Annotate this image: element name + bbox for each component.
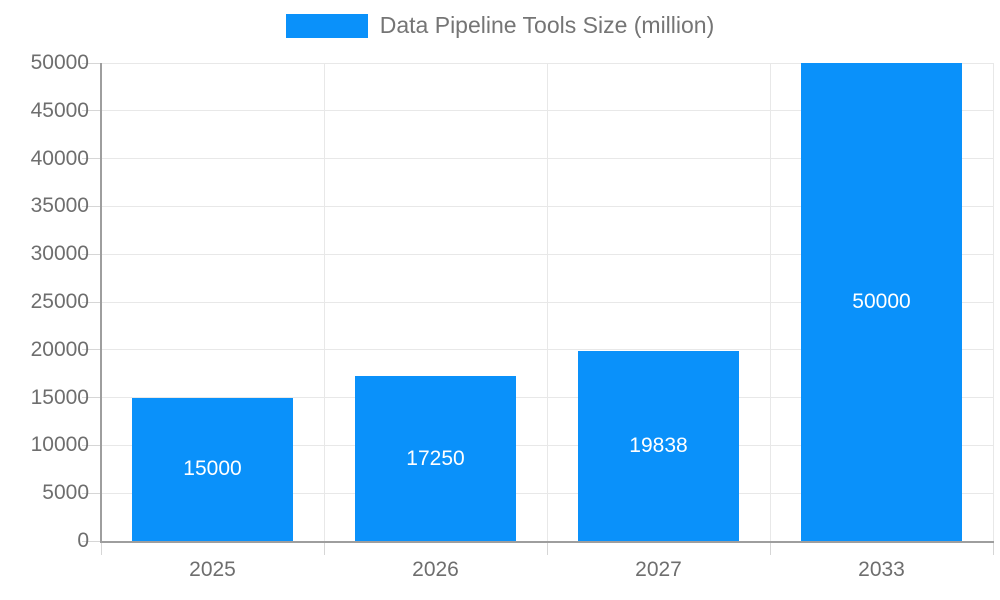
bar-value-label: 15000 bbox=[183, 457, 242, 481]
x-axis-tick bbox=[546, 543, 548, 555]
y-axis-tick bbox=[82, 301, 100, 303]
plot-area: 15000 17250 19838 50000 bbox=[82, 62, 994, 555]
y-axis-tick-label: 30000 bbox=[30, 242, 89, 266]
x-axis-tick-label: 2033 bbox=[858, 558, 905, 581]
x-axis-tick-label: 2027 bbox=[635, 558, 682, 581]
x-axis-line bbox=[100, 541, 994, 543]
y-axis-tick-label: 15000 bbox=[30, 385, 89, 409]
chart-legend: Data Pipeline Tools Size (million) bbox=[0, 12, 1000, 39]
y-axis-tick bbox=[82, 349, 100, 351]
bar-2027 bbox=[578, 351, 739, 541]
bar-2026 bbox=[355, 376, 516, 541]
bar-2025 bbox=[132, 397, 293, 541]
bar-value-label: 19838 bbox=[629, 434, 688, 458]
y-axis-tick-label: 35000 bbox=[30, 194, 89, 218]
y-axis-tick-label: 20000 bbox=[30, 337, 89, 361]
bar-value-label: 17250 bbox=[406, 446, 465, 470]
bar-2033 bbox=[801, 63, 962, 541]
y-axis-tick bbox=[82, 62, 100, 64]
y-axis-tick bbox=[82, 444, 100, 446]
y-axis-line bbox=[100, 63, 102, 541]
y-axis-tick-label: 10000 bbox=[30, 433, 89, 457]
y-axis-tick-label: 0 bbox=[77, 529, 89, 552]
x-axis-tick-label: 2025 bbox=[189, 558, 236, 581]
bar-value-label: 50000 bbox=[852, 290, 911, 313]
y-axis-tick-label: 5000 bbox=[42, 481, 89, 505]
gridline-vertical bbox=[546, 63, 548, 541]
y-axis-tick bbox=[82, 253, 100, 255]
gridline-vertical bbox=[323, 63, 325, 541]
legend-swatch bbox=[285, 13, 368, 38]
x-axis-tick bbox=[323, 543, 325, 555]
gridline-vertical bbox=[769, 63, 771, 541]
gridline-vertical bbox=[992, 63, 994, 541]
y-axis-tick-label: 50000 bbox=[30, 51, 89, 74]
y-axis-tick bbox=[82, 110, 100, 112]
x-axis-tick bbox=[769, 543, 771, 555]
legend-label: Data Pipeline Tools Size (million) bbox=[379, 12, 715, 38]
y-axis-tick-label: 40000 bbox=[30, 146, 89, 170]
y-axis-tick bbox=[82, 205, 100, 207]
y-axis-tick bbox=[82, 158, 100, 160]
y-axis-tick-label: 25000 bbox=[30, 290, 89, 313]
x-axis-tick-label: 2026 bbox=[412, 558, 459, 581]
x-axis-tick bbox=[992, 543, 994, 555]
y-axis-tick bbox=[82, 540, 100, 542]
y-axis-tick bbox=[82, 397, 100, 399]
x-axis-tick bbox=[100, 543, 102, 555]
y-axis-tick-label: 45000 bbox=[30, 98, 89, 122]
y-axis-tick bbox=[82, 492, 100, 494]
